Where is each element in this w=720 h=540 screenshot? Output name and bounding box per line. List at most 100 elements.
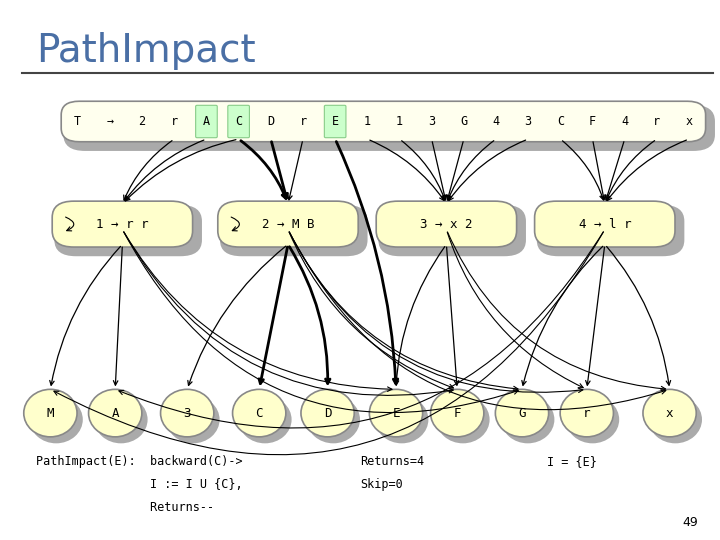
FancyBboxPatch shape xyxy=(220,205,367,256)
Text: r: r xyxy=(300,115,307,128)
Text: 4: 4 xyxy=(621,115,629,128)
FancyArrowPatch shape xyxy=(50,246,120,385)
Text: C: C xyxy=(235,115,242,128)
Text: 3: 3 xyxy=(184,407,191,420)
FancyArrowPatch shape xyxy=(336,141,397,383)
FancyBboxPatch shape xyxy=(376,201,517,247)
FancyBboxPatch shape xyxy=(61,102,706,141)
FancyArrowPatch shape xyxy=(448,232,665,391)
FancyBboxPatch shape xyxy=(537,205,684,256)
Ellipse shape xyxy=(501,396,554,443)
FancyBboxPatch shape xyxy=(53,201,193,247)
Text: x: x xyxy=(666,407,673,420)
FancyArrowPatch shape xyxy=(289,232,518,391)
FancyArrowPatch shape xyxy=(124,140,172,200)
Text: →: → xyxy=(107,115,114,128)
Text: 3: 3 xyxy=(525,115,532,128)
Text: I := I U {C},: I := I U {C}, xyxy=(36,478,243,491)
FancyArrowPatch shape xyxy=(432,142,446,200)
Text: PathImpact: PathImpact xyxy=(36,32,256,70)
Text: E: E xyxy=(332,115,338,128)
Text: 3 → x 2: 3 → x 2 xyxy=(420,218,472,231)
Text: 1 → r r: 1 → r r xyxy=(96,218,148,231)
Text: F: F xyxy=(454,407,461,420)
Text: r: r xyxy=(653,115,660,128)
Ellipse shape xyxy=(495,389,549,437)
Ellipse shape xyxy=(94,396,148,443)
FancyArrowPatch shape xyxy=(124,232,518,413)
Text: I = {E}: I = {E} xyxy=(547,455,597,468)
FancyBboxPatch shape xyxy=(55,205,202,256)
FancyBboxPatch shape xyxy=(63,105,715,151)
FancyArrowPatch shape xyxy=(593,142,606,200)
Ellipse shape xyxy=(369,389,423,437)
Ellipse shape xyxy=(166,396,220,443)
FancyBboxPatch shape xyxy=(534,201,675,247)
FancyBboxPatch shape xyxy=(379,205,526,256)
Text: E: E xyxy=(392,407,400,420)
FancyArrowPatch shape xyxy=(289,232,666,410)
FancyArrowPatch shape xyxy=(124,232,392,392)
FancyArrowPatch shape xyxy=(125,140,236,201)
Text: Skip=0: Skip=0 xyxy=(360,478,402,491)
FancyArrowPatch shape xyxy=(289,232,582,393)
Text: D: D xyxy=(324,407,331,420)
FancyArrowPatch shape xyxy=(448,141,494,200)
Ellipse shape xyxy=(161,389,214,437)
FancyArrowPatch shape xyxy=(446,247,459,385)
FancyArrowPatch shape xyxy=(607,140,686,200)
Text: Returns=4: Returns=4 xyxy=(360,455,424,468)
Ellipse shape xyxy=(30,396,83,443)
Text: 2 → M B: 2 → M B xyxy=(262,218,314,231)
Text: M: M xyxy=(47,407,54,420)
FancyArrowPatch shape xyxy=(54,232,603,455)
Text: T: T xyxy=(74,115,81,128)
Text: PathImpact(E):  backward(C)->: PathImpact(E): backward(C)-> xyxy=(36,455,243,468)
Text: F: F xyxy=(589,115,596,128)
FancyArrowPatch shape xyxy=(606,141,624,200)
Ellipse shape xyxy=(307,396,360,443)
FancyArrowPatch shape xyxy=(447,232,583,388)
FancyArrowPatch shape xyxy=(522,246,603,385)
FancyArrowPatch shape xyxy=(395,247,445,385)
Text: A: A xyxy=(203,115,210,128)
Ellipse shape xyxy=(24,389,77,437)
FancyArrowPatch shape xyxy=(231,217,240,231)
Text: 3: 3 xyxy=(428,115,435,128)
FancyArrowPatch shape xyxy=(585,247,605,385)
Ellipse shape xyxy=(233,389,286,437)
Text: G: G xyxy=(460,115,467,128)
Ellipse shape xyxy=(566,396,619,443)
FancyArrowPatch shape xyxy=(289,232,454,389)
Ellipse shape xyxy=(89,389,142,437)
FancyBboxPatch shape xyxy=(228,105,249,138)
Ellipse shape xyxy=(560,389,613,437)
FancyArrowPatch shape xyxy=(125,140,204,200)
FancyArrowPatch shape xyxy=(449,140,526,200)
Text: A: A xyxy=(112,407,119,420)
FancyBboxPatch shape xyxy=(217,201,359,247)
FancyBboxPatch shape xyxy=(196,105,217,138)
Text: C: C xyxy=(557,115,564,128)
FancyArrowPatch shape xyxy=(241,141,287,198)
FancyArrowPatch shape xyxy=(271,141,287,198)
FancyArrowPatch shape xyxy=(259,247,287,383)
FancyArrowPatch shape xyxy=(446,141,463,200)
FancyArrowPatch shape xyxy=(66,217,74,231)
Text: 49: 49 xyxy=(683,516,698,529)
Text: x: x xyxy=(685,115,693,128)
FancyArrowPatch shape xyxy=(119,232,603,428)
Ellipse shape xyxy=(301,389,354,437)
Text: r: r xyxy=(171,115,178,128)
Ellipse shape xyxy=(238,396,292,443)
Text: 1: 1 xyxy=(396,115,403,128)
Ellipse shape xyxy=(436,396,490,443)
FancyArrowPatch shape xyxy=(124,232,453,395)
Text: Returns--: Returns-- xyxy=(36,501,214,514)
Text: 2: 2 xyxy=(138,115,145,128)
FancyBboxPatch shape xyxy=(324,105,346,138)
FancyArrowPatch shape xyxy=(289,247,330,383)
FancyArrowPatch shape xyxy=(402,141,446,200)
FancyArrowPatch shape xyxy=(288,142,302,200)
FancyArrowPatch shape xyxy=(562,141,604,200)
